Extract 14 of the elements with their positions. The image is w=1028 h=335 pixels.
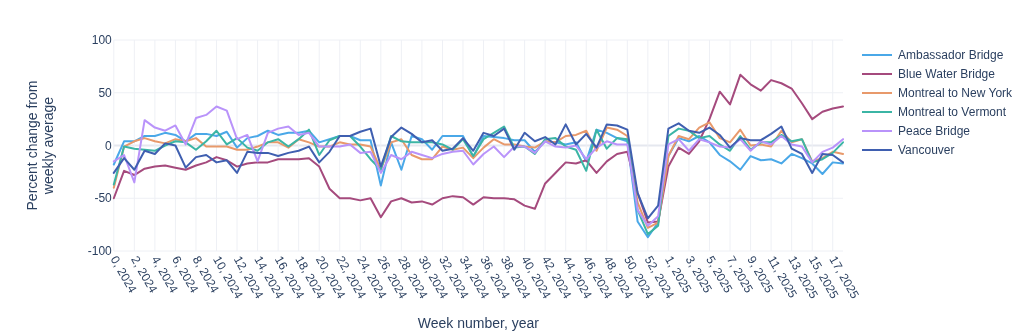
y-tick-label: 0 xyxy=(105,138,113,153)
legend-label: Montreal to New York xyxy=(898,86,1014,101)
y-axis-title: Percent change from weekly average xyxy=(23,80,57,211)
legend-label: Vancouver xyxy=(898,143,955,158)
legend-label: Ambassador Bridge xyxy=(898,48,1004,63)
y-tick-label: 100 xyxy=(91,33,113,48)
x-axis-title: Week number, year xyxy=(417,315,540,331)
line-series xyxy=(112,73,844,224)
legend-label: Peace Bridge xyxy=(898,124,971,139)
legend-label: Blue Water Bridge xyxy=(898,67,996,82)
y-tick-label: -50 xyxy=(94,191,113,206)
y-tick-label: 50 xyxy=(98,85,113,100)
y-tick-label: -100 xyxy=(87,244,113,259)
legend-label: Montreal to Vermont xyxy=(898,105,1007,120)
